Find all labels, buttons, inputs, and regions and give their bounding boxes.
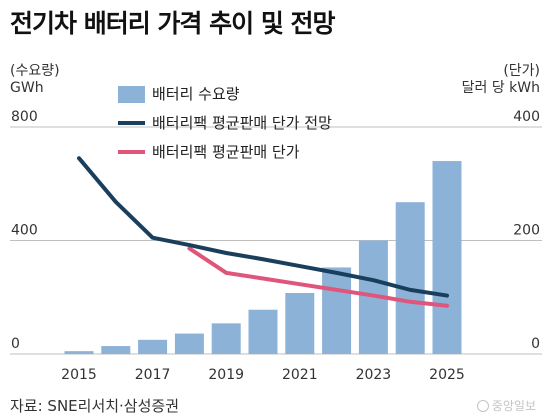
left-axis-tick-label: 400 (11, 223, 38, 239)
x-tick-label: 2023 (356, 367, 392, 383)
bar (101, 346, 131, 354)
brand-mark-icon (476, 399, 489, 412)
source-note: 자료: SNE리서치·삼성증권 (10, 397, 180, 415)
right-axis-unit: 달러 당 kWh (461, 80, 540, 96)
bar (64, 351, 94, 354)
x-tick-label: 2017 (135, 367, 171, 383)
left-axis-tick-label: 0 (11, 336, 20, 352)
brand-name: 중앙일보 (491, 399, 536, 413)
bar (285, 292, 315, 354)
left-axis-label: (수요량) GWh (10, 63, 60, 97)
price-line (187, 246, 449, 308)
left-axis-label-line: (수요량) (10, 63, 60, 79)
right-axis-tick-label: 200 (513, 223, 540, 239)
bar (248, 309, 278, 354)
brand-logo: 중앙일보 (476, 397, 536, 414)
x-tick-label: 2021 (282, 367, 318, 383)
bar (432, 161, 462, 354)
legend-label: 배터리 수요량 (152, 85, 240, 103)
left-axis-unit: GWh (10, 80, 44, 96)
right-axis-tick-label: 400 (513, 109, 540, 125)
bar (395, 202, 425, 354)
left-axis-tick-label: 800 (11, 109, 38, 125)
chart-title: 전기차 배터리 가격 추이 및 전망 (10, 9, 336, 38)
right-axis-label-line: (단가) (503, 63, 540, 79)
x-tick-label: 2015 (61, 367, 97, 383)
bar (322, 267, 352, 354)
bar (211, 323, 241, 354)
bar (138, 339, 168, 354)
legend-bar-swatch (118, 86, 145, 103)
right-axis-label: (단가) 달러 당 kWh (462, 63, 540, 97)
legend-label: 배터리팩 평균판매 단가 (152, 143, 300, 161)
projection-line (77, 156, 449, 298)
x-tick-label: 2025 (429, 367, 465, 383)
legend-label: 배터리팩 평균판매 단가 전망 (152, 114, 332, 132)
x-tick-label: 2019 (208, 367, 244, 383)
right-axis-tick-label: 0 (531, 336, 540, 352)
bar (174, 333, 204, 354)
